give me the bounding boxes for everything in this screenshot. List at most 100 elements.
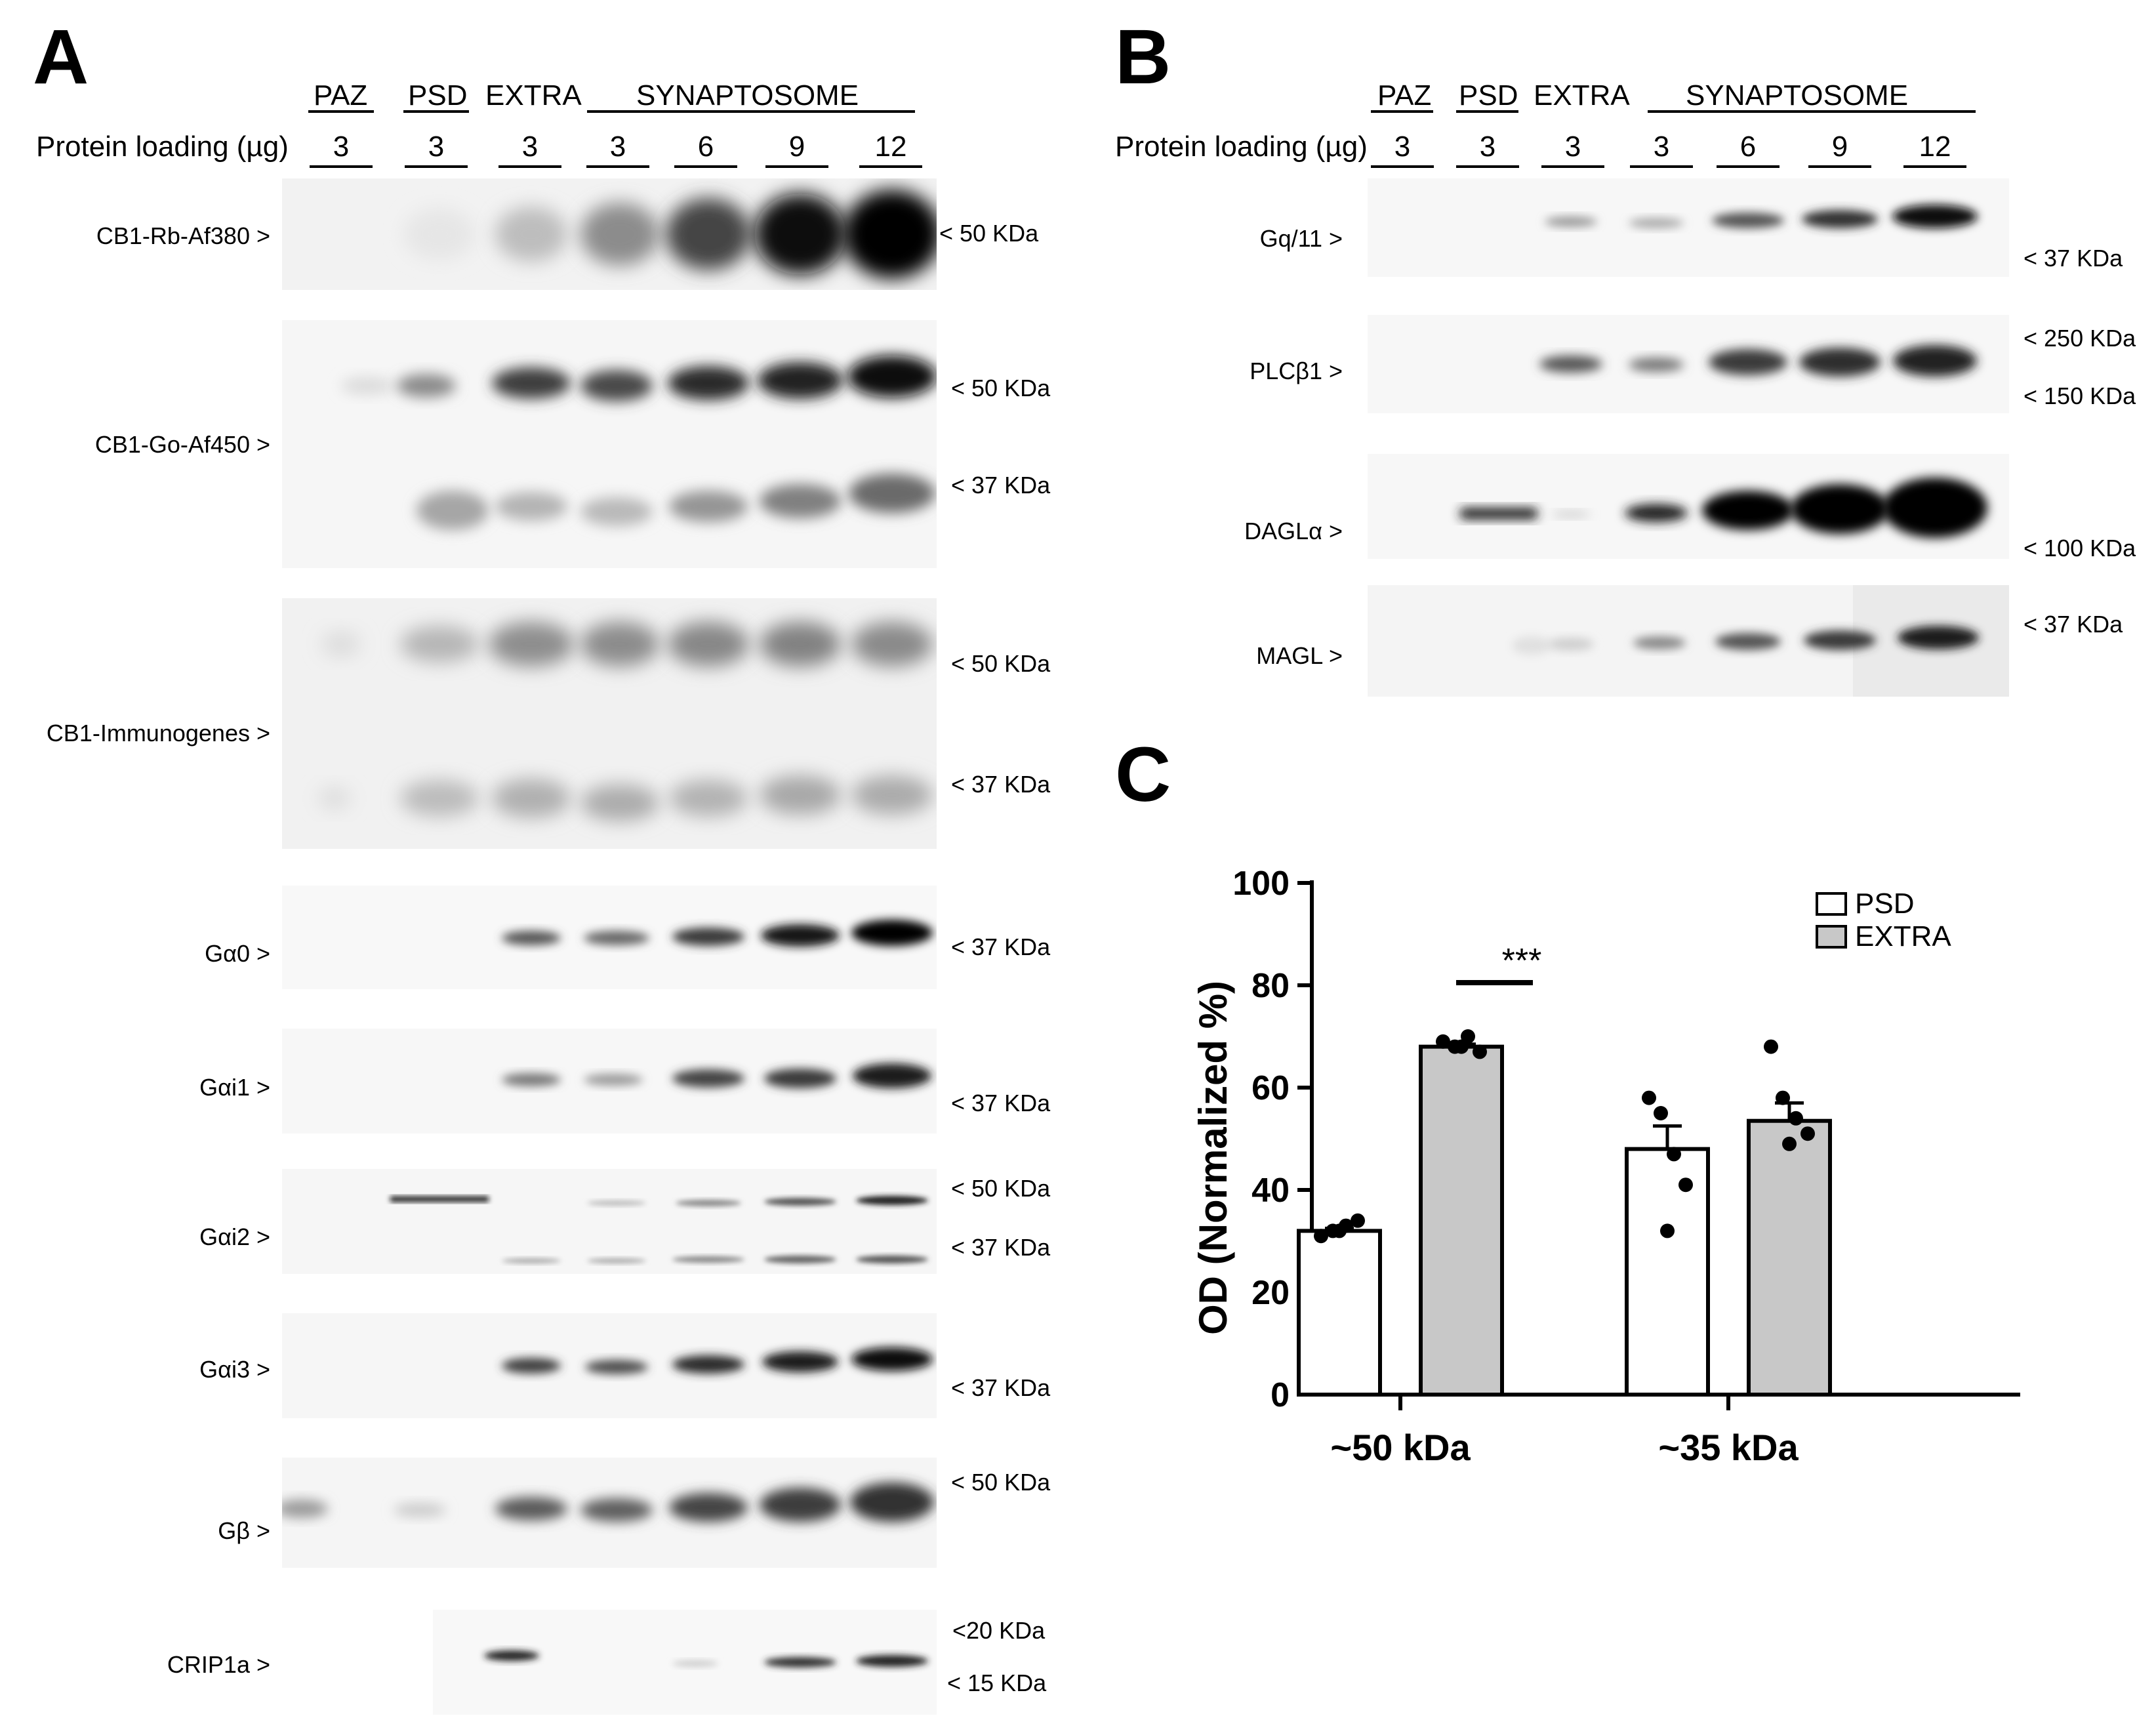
panel-c-label: C <box>1115 731 1171 818</box>
blot-b-plcb1 <box>1368 315 2009 413</box>
data-point <box>1314 1229 1328 1244</box>
lane-loading-5: 6 <box>1739 131 1757 163</box>
mw-cb1-go-50: < 50 KDa <box>951 375 1051 401</box>
x-tick-label: ~50 kDa <box>1330 1427 1471 1468</box>
row-label-cb1-rb: CB1-Rb-Af380 > <box>96 222 270 249</box>
protein-loading-label: Protein loading (µg) <box>36 131 289 163</box>
b-group-label-extra: EXTRA <box>1534 79 1630 112</box>
data-point <box>1654 1106 1668 1120</box>
y-axis-label: OD (Normalized %) <box>1191 981 1235 1335</box>
bar-extra <box>1419 1044 1504 1397</box>
lane-loading-6: 9 <box>1831 131 1848 163</box>
row-label-cb1-go: CB1-Go-Af450 > <box>94 431 270 458</box>
mw-galphai2-37: < 37 KDa <box>951 1234 1051 1261</box>
data-point <box>1667 1147 1681 1162</box>
mw-cb1-rb-50: < 50 KDa <box>939 220 1039 247</box>
y-tick-label: 0 <box>1271 1376 1290 1414</box>
data-point <box>1782 1136 1797 1151</box>
mw-cb1-go-37: < 37 KDa <box>951 472 1051 499</box>
legend-label-extra: EXTRA <box>1855 920 1951 952</box>
lane-loading-7: 12 <box>1919 131 1951 163</box>
blot-b-dagla <box>1368 454 2009 559</box>
data-point <box>1800 1126 1815 1141</box>
mw-dagla-100: < 100 KDa <box>2024 535 2136 562</box>
data-point <box>1789 1111 1803 1126</box>
data-point <box>1351 1213 1365 1228</box>
row-label-dagla: DAGLα > <box>1244 518 1343 544</box>
mw-galphai2-50: < 50 KDa <box>951 1175 1051 1202</box>
mw-plcb1-150: < 150 KDa <box>2024 382 2136 409</box>
data-point <box>1454 1039 1469 1054</box>
blot-a-crip1a <box>433 1610 937 1715</box>
legend-swatch-psd <box>1816 892 1847 916</box>
blot-a-galphai2 <box>282 1169 937 1274</box>
blot-a-cb1-go <box>282 320 937 568</box>
bar-psd <box>1625 1147 1710 1397</box>
bar-psd <box>1297 1229 1382 1397</box>
row-label-cb1-immuno: CB1-Immunogenes > <box>46 720 270 747</box>
data-point <box>1678 1177 1693 1193</box>
lane-loading-4: 3 <box>1653 131 1670 163</box>
legend-swatch-extra <box>1816 925 1847 949</box>
data-point <box>1332 1223 1347 1238</box>
b-group-label-synaptosome: SYNAPTOSOME <box>1686 79 1909 112</box>
significance-label: *** <box>1502 942 1542 980</box>
group-label-psd: PSD <box>408 79 468 112</box>
bar-extra <box>1747 1118 1832 1397</box>
lane-loading-1: 3 <box>333 131 350 163</box>
row-label-galphai3: Gαi3 > <box>199 1356 270 1383</box>
y-tick-label: 80 <box>1251 967 1290 1005</box>
data-point <box>1764 1039 1778 1054</box>
row-label-plcb1: PLCβ1 > <box>1250 358 1343 384</box>
row-label-galphai2: Gαi2 > <box>199 1223 270 1250</box>
lane-loading-3: 3 <box>1564 131 1581 163</box>
blot-a-galphai3 <box>282 1313 937 1418</box>
mw-gbeta-50: < 50 KDa <box>951 1469 1051 1496</box>
blot-b-gq11 <box>1368 178 2009 277</box>
lane-loading-7: 12 <box>874 131 907 163</box>
group-label-extra: EXTRA <box>485 79 582 112</box>
b-group-label-psd: PSD <box>1459 79 1518 112</box>
lane-loading-1: 3 <box>1394 131 1411 163</box>
blot-b-magl <box>1368 585 2009 697</box>
legend-label-psd: PSD <box>1855 888 1914 920</box>
blot-a-galphai1 <box>282 1029 937 1134</box>
group-label-synaptosome: SYNAPTOSOME <box>636 79 859 112</box>
mw-magl-37: < 37 KDa <box>2024 611 2123 638</box>
y-tick-label: 100 <box>1232 865 1290 903</box>
mw-plcb1-250: < 250 KDa <box>2024 325 2136 352</box>
data-point <box>1436 1034 1450 1049</box>
blot-a-cb1-rb <box>282 178 941 290</box>
mw-crip1a-15: < 15 KDa <box>947 1669 1047 1696</box>
mw-galphai1-37: < 37 KDa <box>951 1090 1051 1116</box>
b-group-label-paz: PAZ <box>1377 79 1432 112</box>
row-label-galphai1: Gαi1 > <box>199 1074 270 1101</box>
lane-loading-4: 3 <box>609 131 626 163</box>
y-tick-label: 40 <box>1251 1172 1290 1210</box>
row-label-gbeta: Gβ > <box>218 1517 270 1544</box>
mw-cb1-immuno-50: < 50 KDa <box>951 650 1051 677</box>
row-label-gq11: Gq/11 > <box>1259 225 1343 252</box>
y-tick-label: 20 <box>1251 1274 1290 1312</box>
panel-a-label: A <box>33 14 89 100</box>
data-point <box>1776 1090 1790 1105</box>
blot-a-cb1-immuno <box>282 598 937 849</box>
mw-crip1a-20: <20 KDa <box>952 1617 1046 1644</box>
mw-galpha0-37: < 37 KDa <box>951 933 1051 960</box>
lane-loading-3: 3 <box>521 131 539 163</box>
data-point <box>1660 1223 1675 1238</box>
mw-cb1-immuno-37: < 37 KDa <box>951 771 1051 798</box>
mw-gq11-37: < 37 KDa <box>2024 245 2123 272</box>
lane-loading-6: 9 <box>788 131 805 163</box>
panel-b-label: B <box>1115 14 1171 100</box>
lane-loading-2: 3 <box>1479 131 1496 163</box>
data-point <box>1473 1044 1487 1059</box>
data-point <box>1461 1029 1475 1044</box>
group-label-paz: PAZ <box>314 79 368 112</box>
lane-loading-5: 6 <box>697 131 714 163</box>
b-protein-loading-label: Protein loading (µg) <box>1115 131 1368 163</box>
mw-galphai3-37: < 37 KDa <box>951 1374 1051 1401</box>
y-tick-label: 60 <box>1251 1069 1290 1107</box>
bar-chart-c: OD (Normalized %) *** 0 20 40 60 80 100 ~50 kD… <box>1191 865 2020 1468</box>
blot-a-galpha0 <box>282 886 937 989</box>
